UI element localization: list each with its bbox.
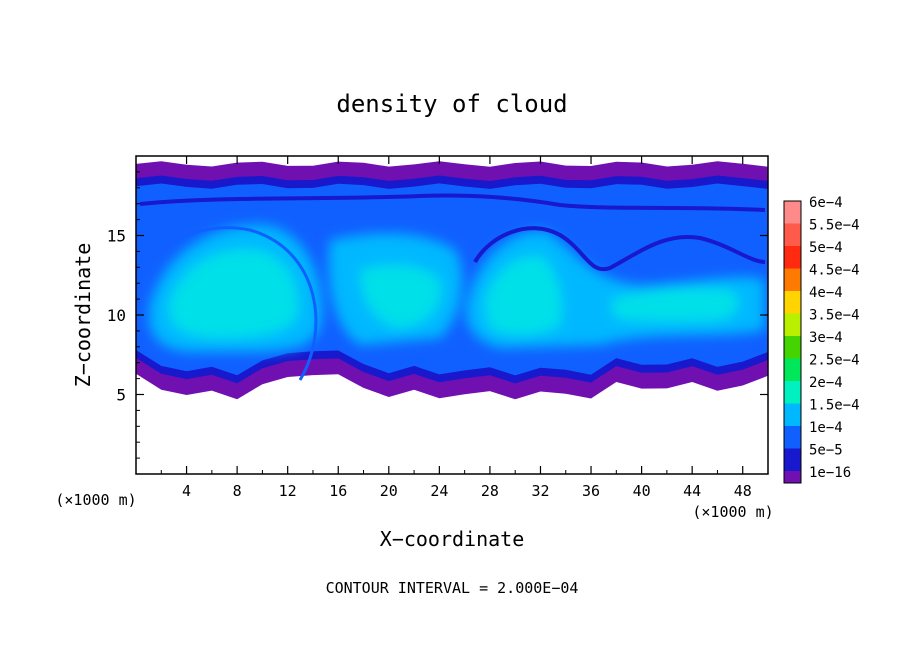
colorbar-frame [783,200,802,484]
cloud-core-2e-4-far-right [610,288,739,322]
colorbar-label: 2e−4 [809,375,843,391]
y-axis-label: Z−coordinate [71,243,95,388]
colorbar-swatch [784,223,801,246]
colorbar-label: 2.5e−4 [809,353,860,369]
colorbar-label: 4e−4 [809,285,843,301]
x-unit-left: (×1000 m) [55,491,136,509]
colorbar-label: 6e−4 [809,195,843,211]
x-tick-label: 8 [233,482,242,500]
upper-dark-band [139,193,766,212]
colorbar-label: 4.5e−4 [809,263,860,279]
x-axis-ticks: 4 8 12 16 20 24 28 32 36 40 44 48 [160,156,752,500]
cloud-core-2e-4-right [485,255,562,335]
colorbar-label: 1e−4 [809,420,843,436]
x-tick-label: 48 [734,482,752,500]
chart-title: density of cloud [336,90,567,118]
x-unit-right: (×1000 m) [692,503,773,521]
x-axis-label: X−coordinate [380,527,525,551]
x-tick-label: 16 [329,482,347,500]
x-tick-label: 28 [481,482,499,500]
plot-area [136,156,768,474]
colorbar-label: 1e−16 [809,465,851,481]
colorbar-swatch [784,381,801,404]
x-tick-label: 24 [430,482,448,500]
colorbar-label: 3.5e−4 [809,308,860,324]
cloud-core-2e-4-left [169,249,299,338]
x-tick-label: 4 [182,482,191,500]
colorbar-swatch [784,471,801,483]
colorbar-swatch [784,336,801,359]
colorbar-swatch [784,246,801,269]
y-axis-ticks: 5 10 15 [107,171,768,459]
colorbar-swatch [784,403,801,426]
colorbar: 6e−4 5.5e−4 5e−4 4.5e−4 4e−4 3.5e−4 3e−4 2.5e−4… [783,195,860,484]
y-tick-label: 10 [107,306,126,325]
colorbar-label: 5.5e−4 [809,218,860,234]
colorbar-swatch [784,448,801,471]
x-tick-label: 44 [683,482,701,500]
x-tick-label: 36 [582,482,600,500]
colorbar-swatch [784,268,801,291]
colorbar-swatch [784,201,801,224]
colorbar-swatch [784,426,801,449]
colorbar-swatch [784,358,801,381]
colorbar-swatch [784,313,801,336]
colorbar-label: 5e−5 [809,443,843,459]
colorbar-swatch [784,291,801,314]
y-tick-label: 5 [116,386,126,405]
contour-interval-label: CONTOUR INTERVAL = 2.000E−04 [326,579,579,597]
colorbar-label: 3e−4 [809,330,843,346]
cloud-core-2e-4-mid [360,264,441,328]
x-tick-label: 20 [380,482,398,500]
x-tick-label: 40 [633,482,651,500]
arc-filament [148,226,318,381]
x-tick-label: 12 [279,482,297,500]
swirl-filament [473,226,766,272]
y-tick-label: 15 [107,227,126,246]
colorbar-label: 1.5e−4 [809,398,860,414]
colorbar-label: 5e−4 [809,240,843,256]
x-tick-label: 32 [531,482,549,500]
